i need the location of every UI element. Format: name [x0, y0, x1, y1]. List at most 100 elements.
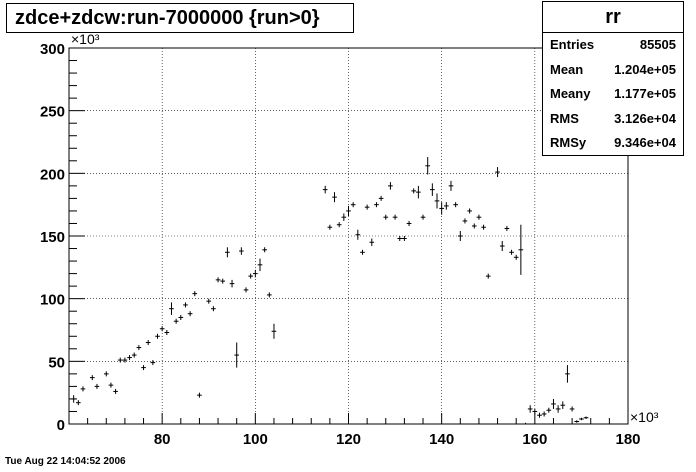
stats-value: 85505 [639, 37, 676, 52]
data-point [495, 167, 500, 178]
data-point [579, 417, 584, 421]
data-point [253, 269, 258, 278]
data-point [364, 204, 370, 210]
stats-key: Meany [550, 86, 591, 101]
data-point [420, 214, 426, 220]
stats-key: Entries [550, 37, 595, 52]
data-point [374, 202, 379, 208]
data-point [192, 291, 198, 297]
data-point [443, 202, 449, 210]
stats-key: RMSy [550, 135, 587, 150]
data-point [155, 333, 160, 339]
data-point [551, 398, 556, 409]
data-point [257, 258, 263, 272]
data-point [546, 407, 552, 413]
y-tick-label: 200 [40, 166, 65, 183]
data-point [537, 412, 542, 418]
stats-title: rr [543, 2, 683, 33]
data-point [164, 330, 170, 336]
data-point [336, 222, 342, 228]
data-point [346, 205, 351, 216]
data-point [481, 224, 486, 230]
stats-row-meany: Meany 1.177e+05 [543, 82, 683, 107]
data-point [565, 365, 570, 383]
data-point [397, 236, 403, 242]
y-tick-label: 150 [40, 229, 65, 246]
data-point [322, 185, 328, 194]
timestamp-footer: Tue Aug 22 14:04:52 2006 [5, 456, 126, 467]
data-point [411, 188, 417, 194]
data-point [127, 355, 132, 361]
data-point [518, 224, 524, 275]
data-point [434, 193, 440, 209]
data-point [150, 360, 156, 366]
data-point [211, 306, 216, 312]
stats-value: 1.177e+05 [614, 86, 676, 101]
data-point [75, 400, 81, 406]
x-tick-label: 140 [429, 431, 454, 448]
data-point [266, 292, 272, 298]
data-point [71, 395, 76, 403]
data-point [341, 213, 347, 221]
stats-value: 9.346e+04 [614, 135, 676, 150]
data-point [583, 416, 589, 419]
data-point [103, 371, 109, 377]
data-point [541, 411, 547, 417]
data-point [271, 323, 277, 339]
data-point [225, 247, 230, 258]
data-point [229, 279, 235, 288]
data-point [425, 157, 431, 175]
data-point [239, 247, 244, 255]
x-tick-label: 160 [522, 431, 547, 448]
data-point [462, 218, 468, 224]
stats-value: 3.126e+04 [614, 110, 676, 126]
data-point [136, 345, 142, 351]
stats-row-rmsy: RMSy 9.346e+04 [543, 131, 683, 156]
chart-title: zdce+zdcw:run-7000000 {run>0} [6, 3, 354, 33]
data-point [141, 365, 146, 371]
data-point [457, 230, 463, 242]
data-point [485, 273, 491, 279]
data-point [560, 401, 566, 409]
data-point [416, 185, 421, 199]
data-point [555, 405, 561, 413]
data-point [504, 225, 510, 231]
data-point [327, 224, 333, 230]
data-point [467, 208, 472, 214]
stats-row-entries: Entries 85505 [543, 33, 683, 58]
data-point [406, 220, 412, 226]
data-point [355, 229, 361, 240]
y-tick-label: 0 [57, 417, 65, 434]
data-point [430, 183, 435, 196]
data-point [169, 302, 174, 315]
x-tick-label: 180 [615, 431, 640, 448]
data-point [513, 254, 519, 260]
data-point [108, 382, 114, 388]
y-tick-label: 50 [48, 354, 65, 371]
stats-box: rr Entries 85505 Mean 1.204e+05 Meany 1.… [542, 1, 684, 156]
data-point [243, 287, 249, 293]
y-tick-label: 250 [40, 104, 65, 121]
data-point [234, 342, 240, 368]
data-point [248, 273, 254, 279]
data-point [145, 340, 151, 346]
data-point [350, 202, 356, 208]
data-point [220, 278, 226, 284]
data-point [388, 182, 393, 190]
data-point [131, 352, 137, 358]
data-point [113, 388, 118, 394]
data-point [94, 383, 100, 389]
data-point [197, 392, 202, 398]
stats-value: 1.204e+05 [614, 61, 676, 77]
data-point [215, 277, 221, 283]
data-point [89, 375, 95, 381]
data-point [159, 326, 165, 332]
x-tick-label: 120 [336, 431, 361, 448]
stats-key: Mean [550, 61, 584, 77]
stats-row-mean: Mean 1.204e+05 [543, 58, 683, 83]
data-point [471, 223, 477, 229]
data-point [369, 238, 375, 247]
data-point [183, 302, 188, 308]
